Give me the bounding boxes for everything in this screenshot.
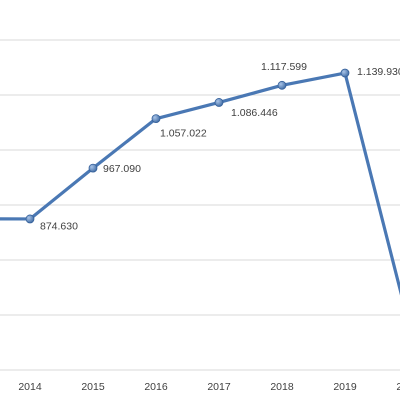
data-point xyxy=(25,214,35,224)
data-point xyxy=(277,80,287,90)
data-label: 1.057.022 xyxy=(160,127,207,139)
data-label: 967.090 xyxy=(103,163,141,175)
data-label: 1.139.930 xyxy=(357,66,400,78)
data-point xyxy=(88,163,98,173)
x-tick-label: 2015 xyxy=(81,381,105,393)
series-line xyxy=(0,71,400,296)
x-tick-label: 2020 xyxy=(396,381,400,393)
x-tick-label: 2014 xyxy=(18,381,42,393)
data-point xyxy=(151,114,161,124)
data-point xyxy=(340,68,350,78)
data-label: 874.630 xyxy=(40,221,78,233)
data-label: 1.117.599 xyxy=(261,61,307,73)
data-point xyxy=(214,98,224,107)
x-tick-label: 2019 xyxy=(333,381,357,393)
x-tick-label: 2017 xyxy=(207,381,231,393)
x-tick-label: 2018 xyxy=(270,381,294,393)
x-tick-label: 2016 xyxy=(144,381,168,393)
data-label: 1.086.446 xyxy=(231,107,278,119)
